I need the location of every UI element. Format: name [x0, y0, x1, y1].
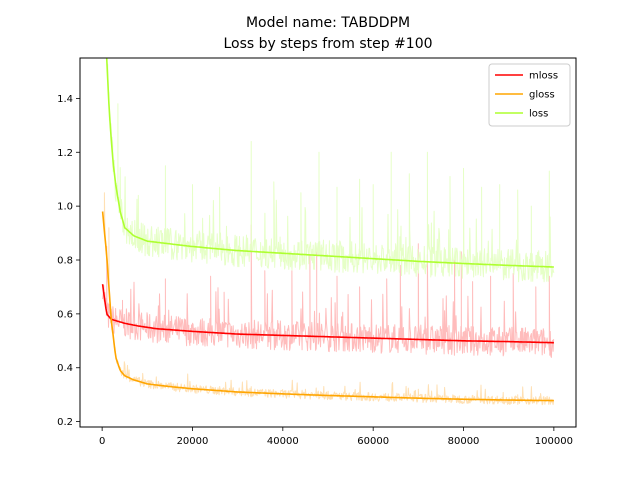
gloss-line — [101, 211, 554, 402]
y-tick-label: 1.4 — [57, 94, 73, 105]
y-axis: 0.2 0.4 0.6 0.8 1.0 1.2 1.4 — [57, 94, 80, 428]
y-tick-label: 0.6 — [57, 309, 73, 320]
mloss-line — [101, 284, 554, 344]
y-tick-label: 0.4 — [57, 363, 73, 374]
x-tick-label: 100000 — [535, 436, 573, 447]
legend-label-mloss: mloss — [529, 71, 558, 82]
chart-subtitle: Loss by steps from step #100 — [223, 36, 432, 52]
legend: mloss gloss loss — [488, 63, 571, 127]
loss-raw-line — [106, 58, 555, 283]
legend-label-loss: loss — [529, 109, 548, 120]
x-tick-label: 20000 — [177, 436, 209, 447]
y-tick-label: 0.2 — [57, 417, 73, 428]
legend-box — [488, 63, 571, 127]
y-tick-label: 1.2 — [57, 148, 73, 159]
plot-frame — [79, 57, 577, 428]
x-axis: 0 20000 40000 60000 80000 100000 — [99, 427, 573, 447]
y-tick-label: 0.8 — [57, 256, 73, 267]
loss-line — [105, 58, 554, 268]
x-tick-label: 40000 — [267, 436, 299, 447]
y-tick-label: 1.0 — [57, 202, 73, 213]
x-tick-label: 80000 — [448, 436, 480, 447]
legend-label-gloss: gloss — [529, 90, 555, 101]
chart-title: Model name: TABDDPM — [246, 15, 410, 31]
smoothed-series-layer — [101, 58, 554, 402]
x-tick-label: 60000 — [357, 436, 389, 447]
x-tick-label: 0 — [99, 436, 105, 447]
